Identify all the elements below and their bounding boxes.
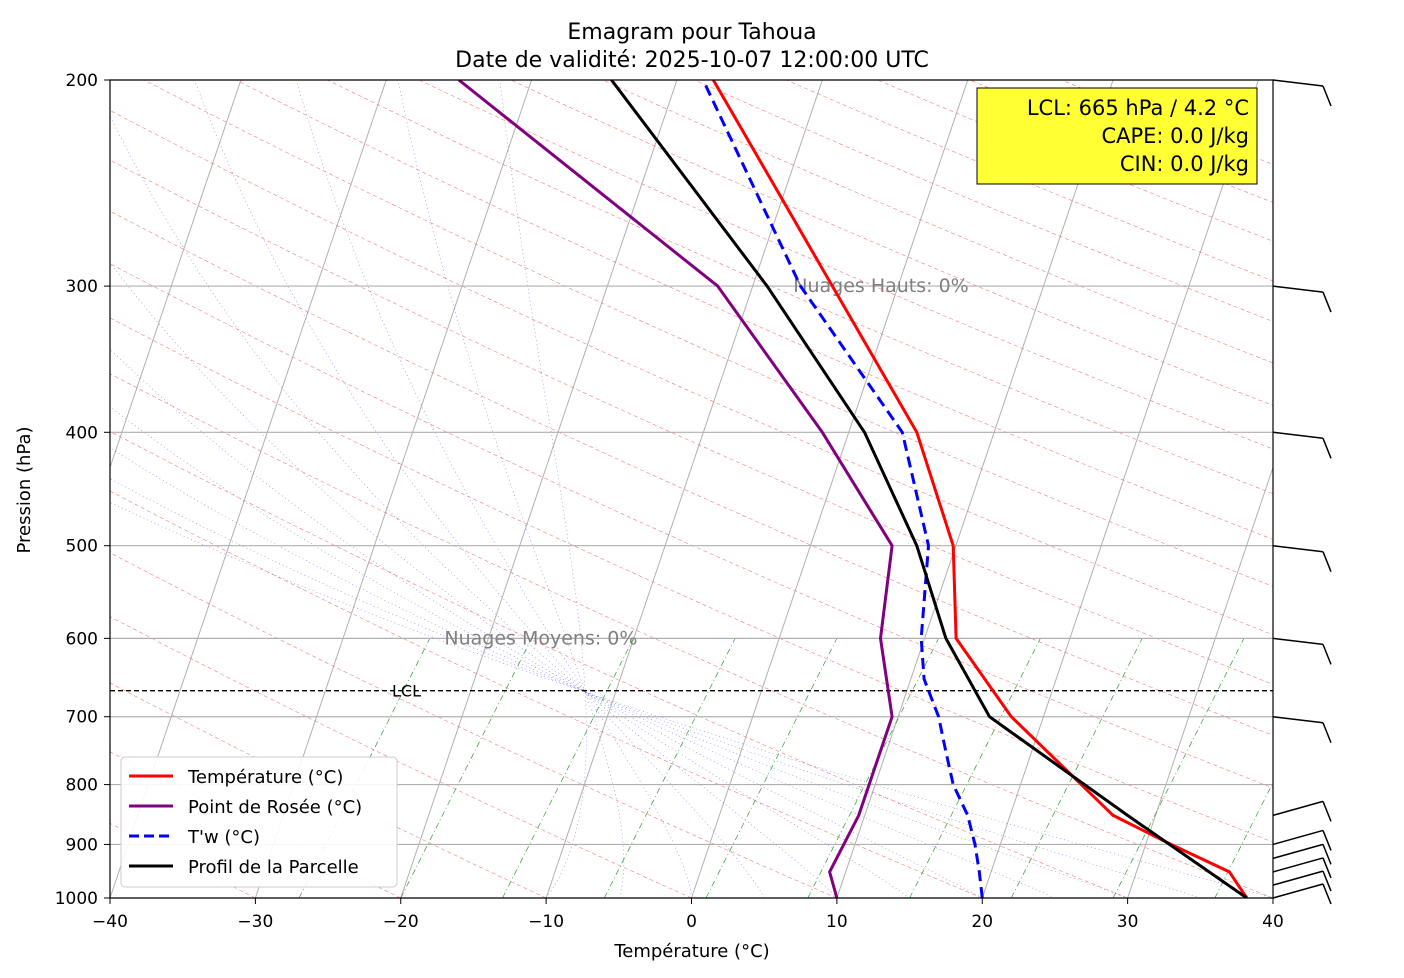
wind-barb-flag [1322,551,1332,572]
series-line-3 [610,80,1248,898]
series-line-1 [457,80,894,898]
mixing-ratio-line [1010,638,1143,898]
y-tick-label: 800 [66,776,98,796]
wind-barb-staff [1272,800,1324,817]
dry-adiabat-line [110,373,1273,898]
wind-barb-staff [1272,79,1324,87]
isotherm-line [691,80,969,898]
wind-barb-flag [1322,830,1332,851]
wind-barb-flag [1322,801,1332,822]
wind-barb-staff [1272,843,1324,860]
info-lcl: LCL: 665 hPa / 4.2 °C [1027,96,1249,120]
y-tick-label: 1000 [55,889,98,909]
x-tick-label: −20 [383,912,419,932]
y-axis-ticks: 1000 900 800 700 600 500 400 300 200 [55,71,110,909]
mixing-ratio-line [1112,638,1245,898]
y-tick-label: 700 [66,708,98,728]
wind-barb-flag [1322,85,1332,107]
data-series [457,80,1249,898]
mixing-ratio-line [1214,781,1273,898]
lcl-label: LCL [392,682,421,701]
wind-barb-staff [1272,431,1324,440]
moist-adiabat-line [194,80,765,898]
legend-label-temperature: Température (°C) [187,767,343,788]
legend: Température (°C) Point de Rosée (°C) T'w… [120,756,398,888]
moist-adiabat-line [110,348,983,898]
x-tick-label: 30 [1117,912,1139,932]
info-cin: CIN: 0.0 J/kg [1120,152,1249,176]
legend-label-parcel: Profil de la Parcelle [188,857,359,878]
moist-adiabat-line [110,262,910,898]
wind-barb-flag [1322,844,1332,865]
chart-subtitle: Date de validité: 2025-10-07 12:00:00 UT… [455,48,929,73]
x-tick-label: −40 [92,912,128,932]
y-tick-label: 400 [66,423,98,443]
mixing-ratio-line [502,638,634,898]
wind-barb-staff [1272,715,1324,724]
y-tick-label: 600 [66,629,98,649]
wind-barb-flag [1322,883,1332,905]
info-cape: CAPE: 0.0 J/kg [1101,124,1249,148]
legend-label-dewpoint: Point de Rosée (°C) [188,797,362,818]
x-tick-label: 10 [826,912,848,932]
dry-adiabat-line [110,210,1273,736]
x-axis-ticks: −40 −30 −20 −10 0 10 20 30 40 [92,898,1284,932]
x-tick-label: 20 [971,912,993,932]
wind-barb-staff [1272,883,1324,899]
isotherm-line [836,80,1114,898]
y-tick-label: 300 [66,277,98,297]
series-line-0 [712,80,1249,898]
y-tick-label: 200 [66,71,98,91]
wind-barb-staff [1272,829,1324,846]
mixing-ratio-line [603,638,736,898]
wind-barb-staff [1272,637,1324,646]
series-line-2 [701,80,984,898]
cloud-annotation: Nuages Hauts: 0% [793,275,969,297]
x-tick-label: 0 [686,912,697,932]
wind-barb-flag [1322,291,1332,313]
wind-barb-staff [1272,285,1324,293]
wind-barb-flag [1322,870,1332,892]
y-axis-label: Pression (hPa) [14,426,35,553]
lcl-line: LCL [110,682,1273,701]
isotherm-line [110,80,242,470]
wind-barb-staff [1272,544,1324,553]
x-tick-label: −30 [237,912,273,932]
mixing-ratio-line [400,638,532,898]
wind-barb-staff [1272,857,1324,873]
isotherm-line [981,80,1259,898]
info-box: LCL: 665 hPa / 4.2 °C CAPE: 0.0 J/kg CIN… [976,87,1258,185]
wind-barb-flag [1322,438,1332,459]
dry-adiabat-line [602,80,1273,364]
y-tick-label: 900 [66,835,98,855]
mixing-ratio-line [909,638,1041,898]
dry-adiabat-line [419,80,1273,450]
y-tick-label: 500 [66,537,98,557]
moist-adiabat-line [110,115,838,898]
wind-barb-staff [1272,870,1324,886]
legend-label-wetbulb: T'w (°C) [187,827,260,848]
chart-title: Emagram pour Tahoua [567,20,816,45]
mixing-ratio-line [705,638,838,898]
dry-adiabat-line [110,110,1273,636]
x-axis-label: Température (°C) [613,941,769,962]
wind-barbs [1272,79,1332,905]
wind-barb-flag [1322,722,1332,743]
cloud-annotation: Nuages Moyens: 0% [444,627,637,649]
isotherm-line [1127,465,1273,898]
wind-barb-flag [1322,644,1332,665]
dry-adiabat-line [327,80,1273,495]
wind-barb-flag [1322,857,1332,879]
x-tick-label: 40 [1262,912,1284,932]
isotherm-line [545,80,823,898]
dry-adiabat-line [235,80,1273,540]
dry-adiabat-line [110,490,983,898]
x-tick-label: −10 [528,912,564,932]
